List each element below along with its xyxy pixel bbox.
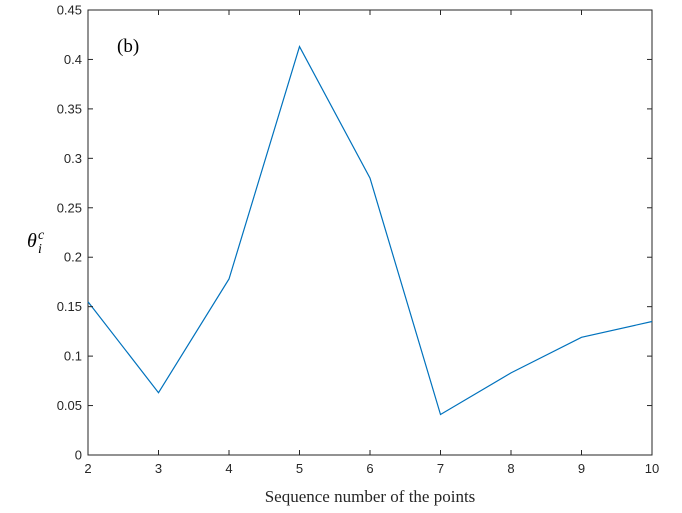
x-tick-label: 5	[296, 461, 303, 476]
x-tick-label: 2	[84, 461, 91, 476]
y-tick-label: 0	[75, 448, 82, 463]
y-tick-label: 0.45	[57, 3, 82, 18]
y-tick-label: 0.35	[57, 101, 82, 116]
y-tick-label: 0.1	[64, 349, 82, 364]
plot-frame	[88, 10, 652, 455]
x-tick-label: 8	[507, 461, 514, 476]
plot-area	[88, 10, 652, 455]
y-tick-label: 0.25	[57, 200, 82, 215]
x-tick-label: 9	[578, 461, 585, 476]
y-axis: 0 0.05 0.1 0.15 0.2 0.25 0.3 0.35 0.4 0.45	[57, 3, 652, 463]
y-axis-label-subscript: i	[38, 242, 42, 257]
x-tick-label: 6	[366, 461, 373, 476]
series-line	[88, 47, 652, 415]
y-axis-label-superscript: c	[38, 228, 45, 243]
y-axis-label: θ c i	[27, 228, 45, 257]
y-tick-label: 0.4	[64, 52, 82, 67]
x-tick-label: 10	[645, 461, 659, 476]
y-tick-label: 0.05	[57, 398, 82, 413]
y-tick-label: 0.15	[57, 299, 82, 314]
x-tick-label: 7	[437, 461, 444, 476]
y-tick-label: 0.3	[64, 151, 82, 166]
x-axis-label: Sequence number of the points	[265, 487, 476, 506]
panel-label: (b)	[117, 36, 139, 57]
x-tick-label: 4	[225, 461, 232, 476]
x-axis: 2 3 4 5 6 7 8 9 10	[84, 10, 659, 476]
x-tick-label: 3	[155, 461, 162, 476]
y-tick-label: 0.2	[64, 250, 82, 265]
y-axis-label-symbol: θ	[27, 230, 37, 252]
